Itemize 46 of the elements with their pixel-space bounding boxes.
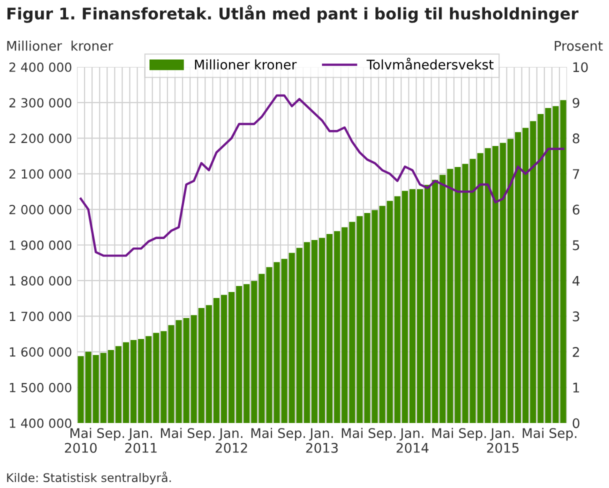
x-tick-label: Sep. bbox=[368, 428, 396, 441]
y2-tick-label: 4 bbox=[572, 276, 580, 286]
y2-tick-label: 5 bbox=[572, 240, 580, 250]
legend-label: Tolvmånedersvekst bbox=[366, 58, 494, 70]
x-tick-label: Mai bbox=[432, 428, 453, 438]
x-tick-label: Sep. bbox=[188, 428, 214, 441]
y-tick-label: 2 100 000 bbox=[9, 169, 72, 179]
y-tick-label: 2 300 000 bbox=[9, 98, 72, 108]
chart-title: Figur 1. Finansforetak. Utlån med pant i bolig til husholdninger bbox=[7, 5, 578, 23]
y2-tick-label: 8 bbox=[572, 133, 580, 144]
y2-axis-title: Prosent bbox=[554, 41, 603, 51]
x-tick-label: Mai bbox=[160, 428, 182, 438]
y-tick-label: 2 000 000 bbox=[9, 204, 72, 214]
x-tick-label: Jan. 2014 bbox=[396, 428, 429, 453]
x-tick-label: Jan. 2013 bbox=[306, 428, 338, 453]
x-tick-label: Mai bbox=[251, 428, 272, 438]
line-series bbox=[80, 94, 564, 257]
x-tick-label: Sep. bbox=[550, 428, 576, 441]
y2-tick-label: 0 bbox=[572, 418, 580, 428]
y-tick-label: 1 600 000 bbox=[10, 347, 72, 357]
y-tick-label: 1 700 000 bbox=[10, 312, 72, 322]
y-tick-label: 1 800 000 bbox=[10, 276, 72, 286]
x-tick-label: Mai bbox=[522, 428, 544, 438]
y2-tick-label: 6 bbox=[572, 204, 580, 215]
y2-tick-label: 1 bbox=[573, 382, 580, 392]
y-tick-label: 2 400 000 bbox=[9, 62, 72, 72]
text: Kilde: Statistisk sentralbyrå. bbox=[7, 472, 171, 484]
y-tick-label: 1 400 000 bbox=[10, 418, 72, 428]
legend-label: Millioner kroner bbox=[195, 59, 297, 70]
y2-tick-label: 2 bbox=[572, 347, 579, 357]
y-tick-label: 1 500 000 bbox=[10, 382, 72, 392]
x-tick-label: Sep. bbox=[97, 428, 124, 441]
x-tick-label: Mai bbox=[342, 428, 362, 438]
x-tick-label: Jan. 2012 bbox=[216, 428, 248, 453]
x-tick-label: Jan. 2015 bbox=[487, 428, 519, 453]
x-tick-label: Sep. bbox=[459, 428, 486, 441]
y-axis-title: Millioner kroner bbox=[7, 40, 114, 51]
y2-tick-label: 7 bbox=[572, 169, 580, 179]
y-tick-label: 2 200 000 bbox=[9, 134, 72, 144]
x-tick-label: Jan. 2011 bbox=[125, 428, 157, 453]
x-tick-label: Sep. bbox=[278, 428, 305, 441]
x-tick-label: Mai 2010 bbox=[64, 428, 97, 453]
y2-tick-label: 9 bbox=[572, 98, 580, 108]
y2-tick-label: 10 bbox=[573, 62, 588, 72]
y2-tick-label: 3 bbox=[572, 311, 580, 322]
y-tick-label: 1 900 000 bbox=[10, 240, 72, 250]
